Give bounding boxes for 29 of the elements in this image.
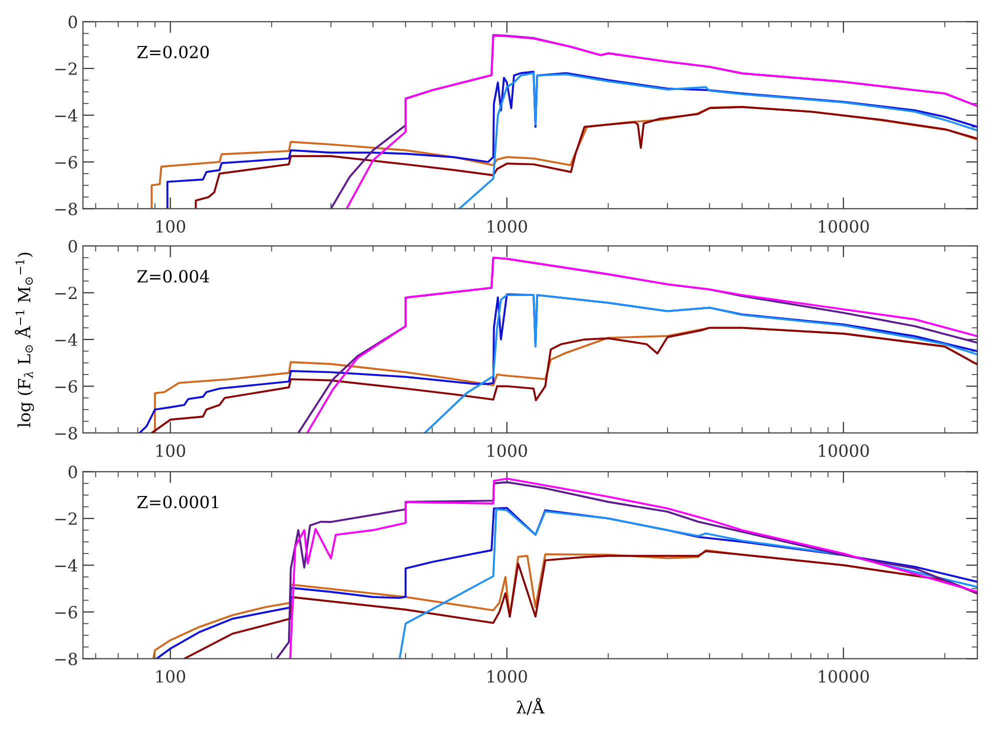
x-tick-label: 1000	[488, 670, 527, 683]
y-tick-label: −6	[55, 380, 78, 393]
x-axis-title: λ/Å	[516, 698, 544, 715]
x-tick-label: 10000	[818, 220, 869, 233]
y-tick-label: −2	[55, 512, 76, 525]
annotation: Z=0.004	[137, 270, 210, 283]
y-tick-label: 0	[68, 16, 77, 28]
x-tick-label: 100	[156, 670, 186, 683]
y-tick-label: −8	[55, 202, 77, 216]
x-tick-label: 10000	[818, 444, 869, 457]
x-tick-label: 100	[156, 444, 186, 457]
y-tick-label: −8	[55, 426, 77, 440]
y-tick-label: −6	[55, 606, 78, 619]
y-tick-label: −2	[55, 286, 76, 300]
x-tick-label: 1000	[488, 220, 527, 233]
annotation: Z=0.020	[137, 46, 209, 58]
y-tick-label: −4	[55, 333, 78, 346]
text: log (F$_{λ}$ L$_{⊙}$ Å$^{−1}$ M$_{⊙}$$^{−1}$)	[14, 252, 34, 428]
x-tick-label: 1000	[488, 444, 527, 457]
y-tick-label: 0	[68, 240, 77, 253]
y-tick-label: −8	[55, 652, 77, 666]
y-tick-label: −4	[55, 559, 78, 572]
y-tick-label: −2	[55, 62, 76, 75]
x-tick-label: 10000	[818, 670, 869, 683]
y-tick-label: −4	[55, 109, 78, 122]
annotation: Z=0.0001	[137, 496, 218, 508]
y-tick-label: 0	[68, 466, 77, 478]
y-tick-label: −6	[55, 156, 78, 169]
x-tick-label: 100	[156, 220, 186, 233]
